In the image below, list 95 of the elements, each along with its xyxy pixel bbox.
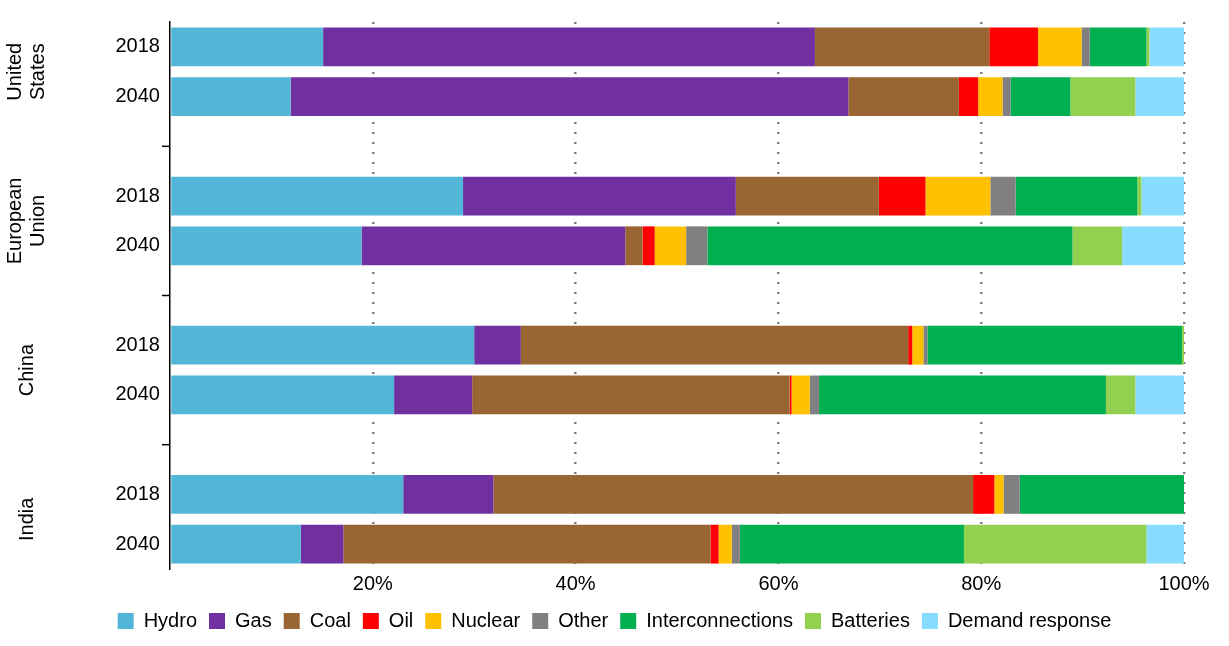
legend-label: Gas xyxy=(235,608,272,631)
bar xyxy=(912,325,924,365)
x-tick-label: 60% xyxy=(758,571,799,594)
y-tick-label: 2040 xyxy=(115,84,160,107)
legend-label: Demand response xyxy=(947,608,1112,631)
text: European Union xyxy=(3,177,49,265)
x-tick-label: 20% xyxy=(352,571,394,594)
bar xyxy=(1070,77,1136,116)
bar xyxy=(1137,176,1142,216)
bar xyxy=(958,77,979,116)
legend-label: Other xyxy=(558,608,609,631)
bar xyxy=(1135,375,1184,415)
bar xyxy=(963,524,1147,564)
bar xyxy=(990,176,1016,216)
y-tick-label: 2040 xyxy=(115,382,160,405)
bar xyxy=(710,524,719,564)
bar xyxy=(171,524,301,564)
bar xyxy=(1141,176,1184,216)
text: China xyxy=(14,343,37,397)
bar xyxy=(1003,475,1020,514)
bar xyxy=(1122,226,1184,266)
y-tick-label: 2018 xyxy=(115,34,160,57)
y-tick-label: 2018 xyxy=(115,183,160,206)
bar xyxy=(171,325,475,365)
bar xyxy=(1010,77,1071,116)
bar xyxy=(927,325,1182,365)
bar xyxy=(878,176,926,216)
bar xyxy=(1081,27,1090,67)
bar xyxy=(520,325,909,365)
bar xyxy=(394,375,473,415)
bar xyxy=(739,524,964,564)
y-tick-label: 2040 xyxy=(115,531,160,554)
bar xyxy=(1149,27,1184,67)
bar xyxy=(1146,27,1150,67)
bar xyxy=(1146,524,1184,564)
bar xyxy=(1181,325,1184,365)
bar xyxy=(171,27,324,67)
x-tick-label: 100% xyxy=(1158,571,1210,594)
bar xyxy=(1019,475,1184,514)
bar xyxy=(654,226,687,266)
legend-label: Batteries xyxy=(830,608,910,631)
bar xyxy=(973,475,995,514)
bar xyxy=(403,475,494,514)
bar xyxy=(925,176,991,216)
legend-label: Coal xyxy=(309,608,351,631)
bar xyxy=(1072,226,1123,266)
bar xyxy=(642,226,655,266)
bar xyxy=(361,226,626,266)
bar xyxy=(989,27,1038,67)
bar xyxy=(171,226,362,266)
bar xyxy=(789,375,792,415)
legend-label: Interconnections xyxy=(646,608,793,631)
bar xyxy=(472,375,790,415)
bar xyxy=(290,77,849,116)
bar xyxy=(474,325,521,365)
bar xyxy=(686,226,708,266)
bar xyxy=(848,77,959,116)
bar xyxy=(300,524,344,564)
legend-label: Nuclear xyxy=(451,608,521,631)
legend-label: Oil xyxy=(388,608,414,631)
y-tick-label: 2018 xyxy=(115,481,160,504)
text: India xyxy=(14,496,37,541)
bar xyxy=(791,375,810,415)
bar xyxy=(625,226,643,266)
bar xyxy=(718,524,732,564)
bar xyxy=(463,176,736,216)
x-tick-label: 40% xyxy=(555,571,596,594)
bar xyxy=(735,176,879,216)
bar xyxy=(1135,77,1184,116)
bar xyxy=(323,27,815,67)
bar xyxy=(707,226,1073,266)
bar xyxy=(908,325,913,365)
bar xyxy=(1105,375,1136,415)
x-tick-label: 80% xyxy=(961,571,1002,594)
bar xyxy=(814,27,990,67)
bar xyxy=(1002,77,1011,116)
bar xyxy=(731,524,740,564)
y-tick-label: 2018 xyxy=(115,332,160,355)
text: United States xyxy=(3,42,49,101)
bar xyxy=(171,77,291,116)
bar xyxy=(171,475,404,514)
bar xyxy=(818,375,1106,415)
bar xyxy=(1037,27,1082,67)
bar xyxy=(493,475,974,514)
bar xyxy=(1015,176,1138,216)
bar xyxy=(1089,27,1147,67)
bar xyxy=(809,375,819,415)
bar xyxy=(343,524,711,564)
y-tick-label: 2040 xyxy=(115,233,160,256)
bar xyxy=(994,475,1004,514)
bar xyxy=(978,77,1003,116)
bar xyxy=(171,375,395,415)
bar xyxy=(923,325,928,365)
legend-label: Hydro xyxy=(143,608,198,631)
bar xyxy=(171,176,464,216)
